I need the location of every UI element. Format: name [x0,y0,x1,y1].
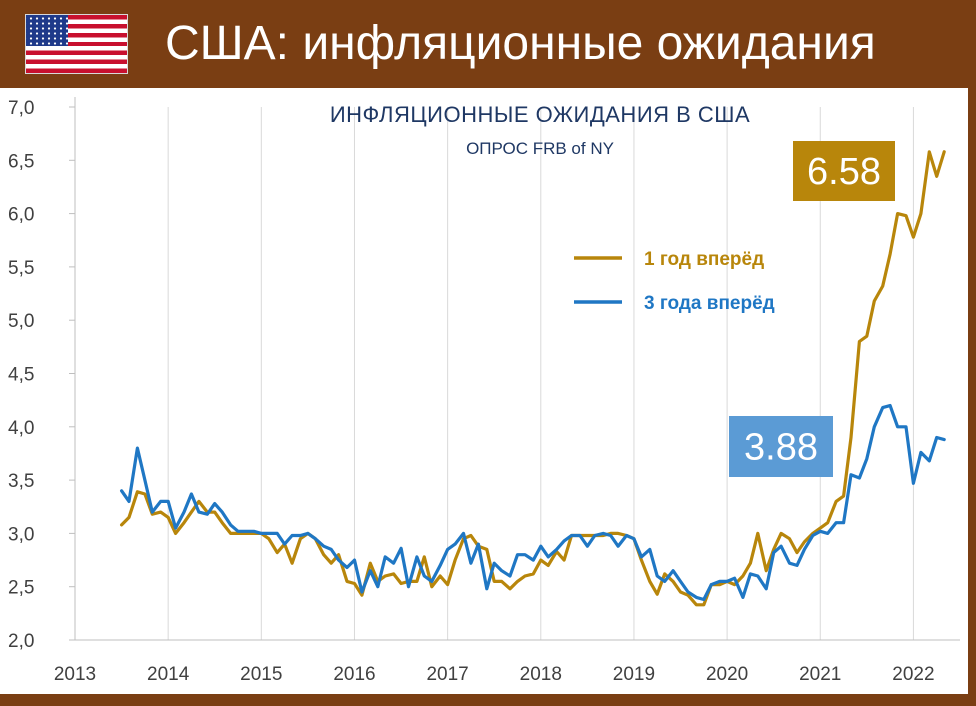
badge-value: 3.88 [744,427,818,469]
y-tick-label: 6,0 [8,205,34,226]
chart-panel: 2013 2014 2015 2016 2017 2018 2019 2020 2021 2022… [0,88,968,694]
value-badges: 6.58 3.88 [729,141,895,477]
y-tick-label: 2,5 [8,578,34,599]
badge-value: 6.58 [807,151,881,193]
page-title: США: инфляционные ожидания [165,17,876,70]
x-tick-label: 2022 [892,664,934,685]
legend: 1 год вперёд 3 года вперёд [574,249,775,314]
header-bar: США: инфляционные ожидания [0,0,976,88]
y-tick-label: 7,0 [8,98,34,119]
x-tick-label: 2017 [426,664,468,685]
x-tick-label: 2014 [147,664,190,685]
y-tick-label: 4,5 [8,365,34,386]
x-tick-label: 2015 [240,664,282,685]
badge-3-year [729,416,833,477]
chart-title: ИНФЛЯЦИОННЫЕ ОЖИДАНИЯ В США [330,102,750,127]
series-line-3-year [120,403,946,602]
x-tick-label: 2019 [613,664,655,685]
x-tick-label: 2021 [799,664,841,685]
grid [167,107,914,640]
y-tick-label: 4,0 [8,418,34,439]
x-tick-label: 2018 [520,664,562,685]
inflation-expectations-chart: 2013 2014 2015 2016 2017 2018 2019 2020 2021 2022… [8,97,960,685]
us-flag-icon [26,15,127,73]
legend-label: 1 год вперёд [644,249,764,270]
badge-1-year [793,141,895,201]
legend-label: 3 года вперёд [644,293,775,314]
x-tick-label: 2016 [333,664,375,685]
x-tick-label: 2013 [54,664,96,685]
y-tick-label: 2,0 [8,631,34,652]
series-lines [120,150,946,607]
x-tick-label: 2020 [706,664,748,685]
y-tick-label: 5,5 [8,258,34,279]
y-tick-label: 3,0 [8,524,34,545]
y-tick-label: 3,5 [8,471,34,492]
series-line-1-year [120,150,946,607]
y-tick-label: 5,0 [8,311,34,332]
flag-canton [26,15,68,46]
chart-subtitle: ОПРОС FRB of NY [466,139,614,158]
y-tick-label: 6,5 [8,151,34,172]
axes: 2013 2014 2015 2016 2017 2018 2019 2020 2021 2022… [8,97,960,685]
